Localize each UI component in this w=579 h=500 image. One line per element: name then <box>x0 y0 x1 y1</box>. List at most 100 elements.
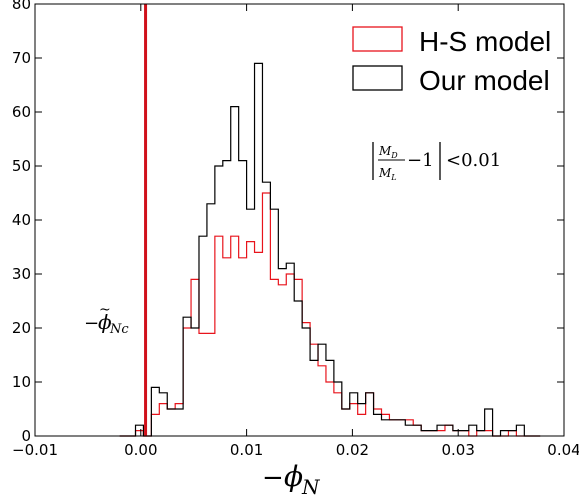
histogram-bin <box>255 252 263 436</box>
histogram-bin <box>191 279 199 436</box>
histogram-bin <box>429 431 437 436</box>
histogram-bin <box>231 107 239 436</box>
svg-text:~: ~ <box>99 302 111 318</box>
histogram-bin <box>183 328 191 436</box>
y-tick-label: 40 <box>12 211 31 229</box>
y-tick-label: 10 <box>12 373 31 391</box>
histogram-bin <box>262 193 270 436</box>
x-tick-label: −0.01 <box>12 441 58 459</box>
histogram-bin <box>437 431 445 436</box>
svg-text:ϕ: ϕ <box>284 460 303 493</box>
histogram-bin <box>278 285 286 436</box>
histogram-bin <box>136 431 144 436</box>
histogram-bin <box>429 431 437 436</box>
histogram-bin <box>461 431 469 436</box>
histogram-bin <box>302 323 310 436</box>
x-axis-label: − ϕ N <box>262 460 321 499</box>
y-tick-label: 50 <box>12 157 31 175</box>
histogram-bin <box>485 431 493 436</box>
x-tick-label: 0.02 <box>336 441 369 459</box>
histogram-bin <box>151 414 159 436</box>
histogram-bin <box>405 420 413 436</box>
histogram-bin <box>159 393 167 436</box>
histogram-bin <box>231 236 239 436</box>
histogram-bin <box>334 382 342 436</box>
histogram-bin <box>334 393 342 436</box>
x-tick-label: 0.04 <box>547 441 579 459</box>
x-tick-label: 0.03 <box>441 441 474 459</box>
histogram-bin <box>159 404 167 436</box>
histogram-bin <box>389 420 397 436</box>
histogram-bin <box>405 425 413 436</box>
histogram-bin <box>239 258 247 436</box>
histogram-bin <box>215 166 223 436</box>
svg-text:MD: MD <box>378 144 398 160</box>
svg-text:Nc: Nc <box>109 322 129 337</box>
histogram-bin <box>421 431 429 436</box>
histogram-bin <box>461 431 469 436</box>
histogram-bin <box>278 269 286 436</box>
histogram-bin <box>501 431 509 436</box>
histogram-bin <box>374 409 382 436</box>
histogram-bin <box>366 393 374 436</box>
svg-text:−: − <box>262 463 284 493</box>
histogram-bin <box>358 414 366 436</box>
y-tick-label: 80 <box>12 0 31 13</box>
histogram-bin <box>302 328 310 436</box>
histogram-bin <box>247 209 255 436</box>
histogram-bin <box>508 431 516 436</box>
histogram-bin <box>453 431 461 436</box>
x-tick-label: 0.01 <box>230 441 263 459</box>
phi-nc-label: − ϕ ~ Nc <box>84 302 129 337</box>
histogram-bin <box>445 425 453 436</box>
svg-text:−: − <box>84 313 99 334</box>
histogram-bin <box>326 360 334 436</box>
histogram-bin <box>247 242 255 436</box>
histogram-bin <box>318 366 326 436</box>
histogram-bin <box>342 409 350 436</box>
histogram-series-our-model <box>120 63 541 436</box>
legend: H-S model Our model <box>353 26 551 96</box>
x-tick-label: 0.00 <box>124 441 157 459</box>
histogram-bin <box>223 161 231 436</box>
histogram-bin <box>215 236 223 436</box>
histogram-bin <box>318 344 326 436</box>
histogram-bin <box>381 414 389 436</box>
legend-swatch-ours <box>353 66 402 90</box>
histogram-bin <box>508 431 516 436</box>
svg-text:ML: ML <box>378 166 397 182</box>
histogram-bin <box>286 263 294 436</box>
y-tick-label: 20 <box>12 319 31 337</box>
histogram-bin <box>199 333 207 436</box>
y-tick-label: 60 <box>12 103 31 121</box>
histogram-bin <box>397 420 405 436</box>
histogram-bin <box>374 414 382 436</box>
y-tick-label: 30 <box>12 265 31 283</box>
histogram-bin <box>286 274 294 436</box>
histogram-bin <box>421 431 429 436</box>
histogram-bin <box>477 431 485 436</box>
histogram-bin <box>516 425 524 436</box>
svg-text:<0.01: <0.01 <box>446 150 501 171</box>
svg-text:−1: −1 <box>407 150 434 171</box>
histogram-bin <box>270 279 278 436</box>
histogram-bin <box>453 431 461 436</box>
histogram-bin <box>389 420 397 436</box>
histogram-bin <box>175 409 183 436</box>
histogram-bin <box>366 393 374 436</box>
histogram-bin <box>358 404 366 436</box>
histogram-bin <box>262 182 270 436</box>
histogram-bin <box>445 425 453 436</box>
histogram-bin <box>381 420 389 436</box>
legend-swatch-hs <box>353 27 402 51</box>
histogram-bin <box>350 404 358 436</box>
histogram-bin <box>191 328 199 436</box>
histogram-bin <box>469 425 477 436</box>
histogram-bin <box>397 420 405 436</box>
histogram-bin <box>485 409 493 436</box>
histogram-bin <box>342 409 350 436</box>
mass-ratio-annotation: MD ML −1 <0.01 <box>373 142 501 182</box>
histogram-bin <box>270 209 278 436</box>
y-tick-label: 70 <box>12 49 31 67</box>
legend-label-hs: H-S model <box>419 26 551 57</box>
